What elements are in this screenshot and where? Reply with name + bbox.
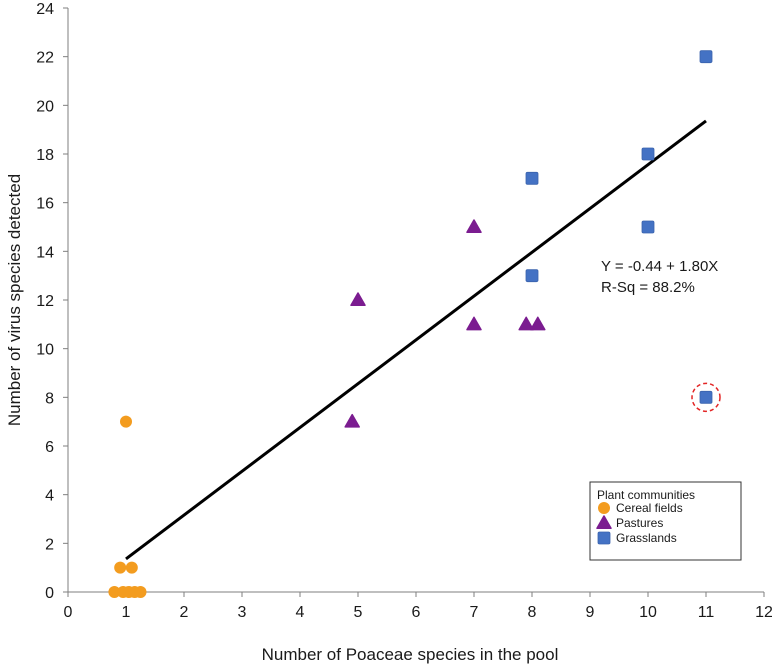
x-tick-label: 1 — [122, 604, 131, 621]
x-tick-label: 11 — [698, 604, 715, 621]
x-tick-label: 12 — [755, 604, 772, 621]
y-tick-label: 6 — [45, 439, 54, 456]
x-axis-title: Number of Poaceae species in the pool — [262, 645, 559, 664]
grasslands-point — [525, 269, 539, 283]
y-tick-label: 10 — [36, 342, 54, 359]
y-tick-label: 14 — [36, 244, 54, 261]
grasslands-point — [699, 390, 713, 404]
pastures-point — [530, 316, 546, 331]
x-tick-label: 5 — [354, 604, 363, 621]
outlier-highlight-circle — [691, 382, 721, 413]
y-tick-label: 18 — [36, 147, 54, 164]
y-tick-label: 22 — [36, 50, 54, 67]
x-tick-label: 8 — [528, 604, 537, 621]
legend-marker-grasslands — [597, 531, 611, 545]
pastures-point — [518, 316, 534, 331]
x-tick-label: 10 — [639, 604, 657, 621]
y-tick-label: 0 — [45, 585, 54, 602]
y-tick-label: 16 — [36, 196, 54, 213]
pastures-point — [350, 292, 366, 306]
legend-label-grasslands: Grasslands — [616, 531, 677, 545]
legend-label-pastures: Pastures — [616, 516, 663, 530]
regression-rsq: R-Sq = 88.2% — [601, 279, 695, 296]
pastures-point — [466, 316, 482, 331]
grasslands-point — [699, 50, 713, 64]
legend-box — [589, 481, 742, 561]
y-tick-label: 20 — [36, 98, 54, 115]
cereal-fields-point — [114, 561, 127, 574]
x-tick-label: 2 — [180, 604, 189, 621]
y-tick-label: 4 — [45, 488, 54, 505]
regression-line — [125, 119, 707, 561]
y-tick-label: 12 — [36, 293, 54, 310]
legend-title: Plant communities — [597, 488, 695, 502]
pastures-point — [344, 413, 360, 428]
legend-label-cereal-fields: Cereal fields — [616, 501, 683, 515]
y-tick-label: 8 — [45, 390, 54, 407]
x-tick-labels: 0 1 2 3 4 5 6 7 8 9 10 11 12 — [64, 592, 772, 621]
cereal-fields-point — [134, 586, 147, 598]
legend-marker-pastures — [596, 515, 612, 529]
grasslands-point — [641, 147, 655, 161]
cereal-fields-point — [108, 586, 121, 598]
cereal-fields-point — [125, 561, 138, 574]
grasslands-point — [525, 171, 539, 185]
legend-marker-cereal-fields — [598, 502, 610, 514]
grasslands-point — [641, 220, 655, 234]
y-tick-label: 2 — [45, 536, 54, 553]
data-points — [108, 50, 713, 598]
x-tick-label: 0 — [64, 604, 73, 621]
x-tick-label: 3 — [238, 604, 247, 621]
x-tick-label: 9 — [586, 604, 595, 621]
x-tick-label: 7 — [470, 604, 479, 621]
legend: Plant communities Cereal fieldsPasturesG… — [589, 481, 742, 561]
x-tick-label: 6 — [412, 604, 421, 621]
x-tick-label: 4 — [296, 604, 305, 621]
y-tick-label: 24 — [36, 1, 54, 18]
regression-equation: Y = -0.44 + 1.80X — [601, 258, 718, 275]
pastures-point — [466, 219, 482, 233]
cereal-fields-point — [120, 415, 132, 428]
y-axis-title: Number of virus species detected — [5, 174, 24, 426]
